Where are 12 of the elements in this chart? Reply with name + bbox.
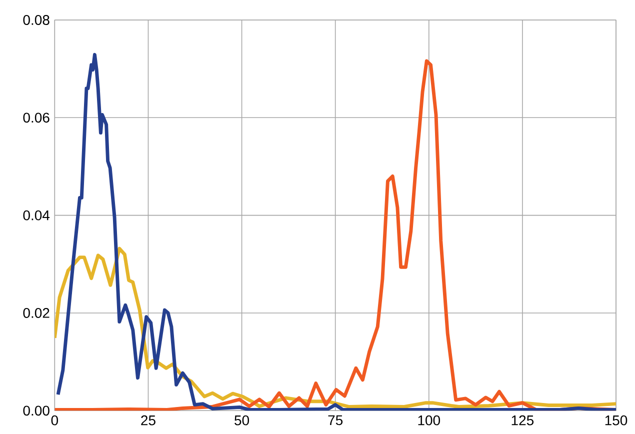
x-tick-label: 25	[141, 415, 156, 426]
x-tick-label: 0	[51, 415, 58, 426]
y-tick-label: 0.02	[23, 308, 50, 318]
y-tick-label: 0.04	[23, 210, 50, 220]
x-tick-label: 50	[234, 415, 250, 426]
y-tick-label: 0.08	[23, 15, 50, 25]
x-tick-label: 75	[328, 415, 343, 426]
x-tick-label: 150	[605, 415, 628, 426]
x-tick-label: 125	[512, 415, 534, 426]
y-tick-label: 0.06	[23, 112, 50, 123]
x-tick-label: 100	[418, 415, 440, 426]
y-tick-label: 0.00	[23, 406, 50, 416]
